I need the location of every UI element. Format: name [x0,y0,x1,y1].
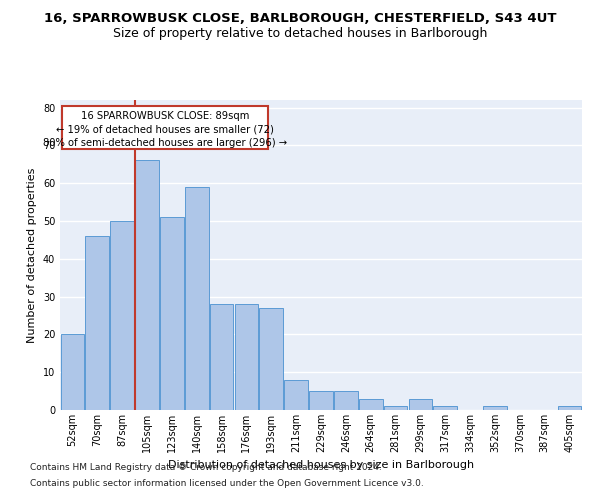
Text: ← 19% of detached houses are smaller (72): ← 19% of detached houses are smaller (72… [56,124,274,134]
Bar [110,221,134,410]
Bar [259,308,283,410]
Text: 16 SPARROWBUSK CLOSE: 89sqm: 16 SPARROWBUSK CLOSE: 89sqm [81,112,250,122]
Bar [61,334,84,410]
Bar [433,406,457,410]
Text: Contains HM Land Registry data © Crown copyright and database right 2024.: Contains HM Land Registry data © Crown c… [30,464,382,472]
Text: 16, SPARROWBUSK CLOSE, BARLBOROUGH, CHESTERFIELD, S43 4UT: 16, SPARROWBUSK CLOSE, BARLBOROUGH, CHES… [44,12,556,26]
Bar [483,406,507,410]
Bar [284,380,308,410]
Y-axis label: Number of detached properties: Number of detached properties [27,168,37,342]
Bar [384,406,407,410]
Bar [334,391,358,410]
Bar [62,106,268,149]
Bar [185,187,209,410]
Bar [210,304,233,410]
Bar [160,217,184,410]
Bar [235,304,258,410]
Bar [85,236,109,410]
Bar [135,160,159,410]
Bar [359,398,383,410]
X-axis label: Distribution of detached houses by size in Barlborough: Distribution of detached houses by size … [168,460,474,470]
Text: 80% of semi-detached houses are larger (296) →: 80% of semi-detached houses are larger (… [43,138,287,148]
Text: Size of property relative to detached houses in Barlborough: Size of property relative to detached ho… [113,28,487,40]
Text: Contains public sector information licensed under the Open Government Licence v3: Contains public sector information licen… [30,478,424,488]
Bar [558,406,581,410]
Bar [409,398,432,410]
Bar [309,391,333,410]
